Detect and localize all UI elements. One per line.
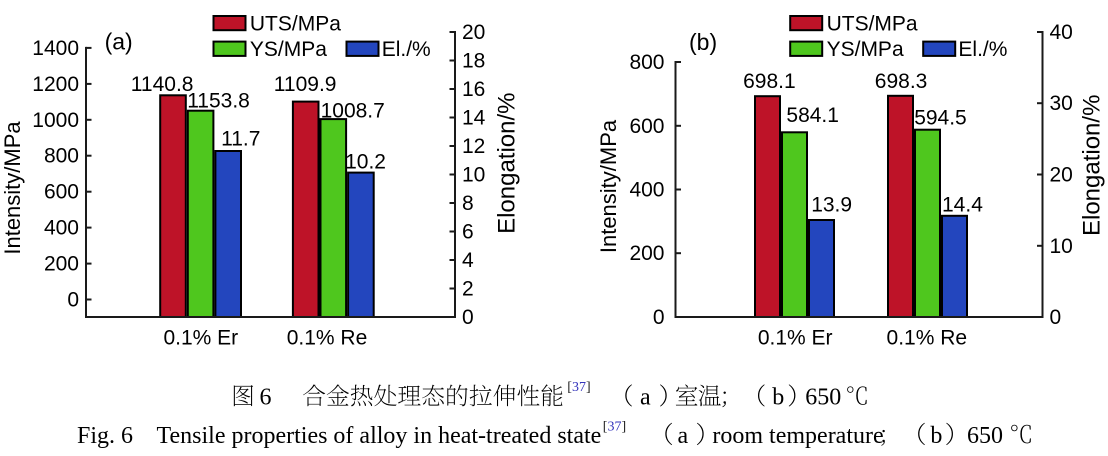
svg-text:Elongation/%: Elongation/% [1079, 95, 1106, 236]
svg-text:12: 12 [462, 135, 485, 158]
svg-text:10: 10 [462, 164, 485, 187]
svg-text:0: 0 [1050, 306, 1062, 329]
svg-text:1140.8: 1140.8 [131, 73, 194, 96]
svg-text:2: 2 [462, 278, 474, 301]
svg-text:650: 650 [805, 385, 841, 411]
svg-text:Fig. 6: Fig. 6 [77, 423, 133, 449]
svg-text:YS/MPa: YS/MPa [250, 38, 327, 61]
svg-text:14: 14 [462, 107, 486, 130]
svg-text:40: 40 [1050, 21, 1073, 44]
svg-text:6: 6 [462, 221, 474, 244]
svg-text:1000: 1000 [32, 109, 79, 132]
svg-text:698.1: 698.1 [743, 70, 796, 93]
svg-text:10.2: 10.2 [345, 151, 386, 174]
svg-text:0.1% Re: 0.1% Re [287, 327, 368, 350]
svg-text:0.1% Er: 0.1% Er [758, 327, 833, 350]
svg-text:El./%: El./% [382, 38, 431, 61]
svg-text:584.1: 584.1 [786, 104, 839, 127]
svg-text:0: 0 [462, 306, 474, 329]
svg-text:6: 6 [260, 385, 272, 411]
svg-text:Tensile properties of alloy in: Tensile properties of alloy in heat-trea… [157, 423, 602, 449]
svg-text:[37]: [37] [567, 380, 590, 395]
svg-text:0: 0 [67, 289, 79, 312]
svg-text:a: a [678, 423, 689, 449]
svg-text:200: 200 [629, 242, 664, 265]
svg-text:400: 400 [629, 179, 664, 202]
svg-text:b: b [930, 423, 942, 449]
svg-text:1400: 1400 [32, 37, 79, 60]
svg-text:18: 18 [462, 50, 485, 73]
svg-text:b: b [772, 385, 784, 411]
svg-text:14.4: 14.4 [942, 194, 983, 217]
svg-text:400: 400 [44, 217, 79, 240]
svg-text:600: 600 [44, 181, 79, 204]
svg-text:594.5: 594.5 [914, 107, 967, 130]
svg-text:a: a [640, 385, 651, 411]
svg-text:800: 800 [629, 51, 664, 74]
svg-text:YS/MPa: YS/MPa [827, 38, 904, 61]
svg-text:[37]: [37] [603, 420, 626, 435]
svg-text:1008.7: 1008.7 [321, 100, 385, 123]
svg-text:11.7: 11.7 [221, 128, 260, 151]
svg-text:Intensity/MPa: Intensity/MPa [596, 119, 621, 253]
svg-text:0.1% Re: 0.1% Re [887, 327, 968, 350]
svg-text:UTS/MPa: UTS/MPa [250, 12, 341, 35]
svg-text:0.1% Er: 0.1% Er [163, 327, 238, 350]
svg-text:4: 4 [462, 249, 474, 272]
svg-text:200: 200 [44, 253, 79, 276]
svg-text:1153.8: 1153.8 [187, 89, 250, 112]
svg-text:1109.9: 1109.9 [274, 73, 337, 96]
svg-text:1200: 1200 [32, 73, 79, 96]
svg-text:20: 20 [462, 21, 485, 44]
svg-text:698.3: 698.3 [875, 70, 928, 93]
svg-text:El./%: El./% [958, 38, 1007, 61]
svg-text:600: 600 [629, 115, 664, 138]
svg-text:20: 20 [1050, 164, 1073, 187]
svg-text:Elongation/%: Elongation/% [493, 92, 520, 233]
svg-text:room temperature: room temperature [712, 423, 883, 449]
svg-text:30: 30 [1050, 92, 1073, 115]
svg-text:10: 10 [1050, 235, 1073, 258]
svg-text:UTS/MPa: UTS/MPa [827, 12, 918, 35]
svg-text:800: 800 [44, 145, 79, 168]
svg-text:0: 0 [653, 306, 665, 329]
svg-text:13.9: 13.9 [811, 193, 852, 216]
svg-text:8: 8 [462, 192, 474, 215]
svg-text:(a): (a) [105, 28, 133, 54]
svg-text:(b): (b) [689, 29, 717, 55]
svg-text:650: 650 [967, 423, 1003, 449]
svg-text:Intensity/MPa: Intensity/MPa [0, 121, 25, 255]
svg-text:16: 16 [462, 78, 485, 101]
